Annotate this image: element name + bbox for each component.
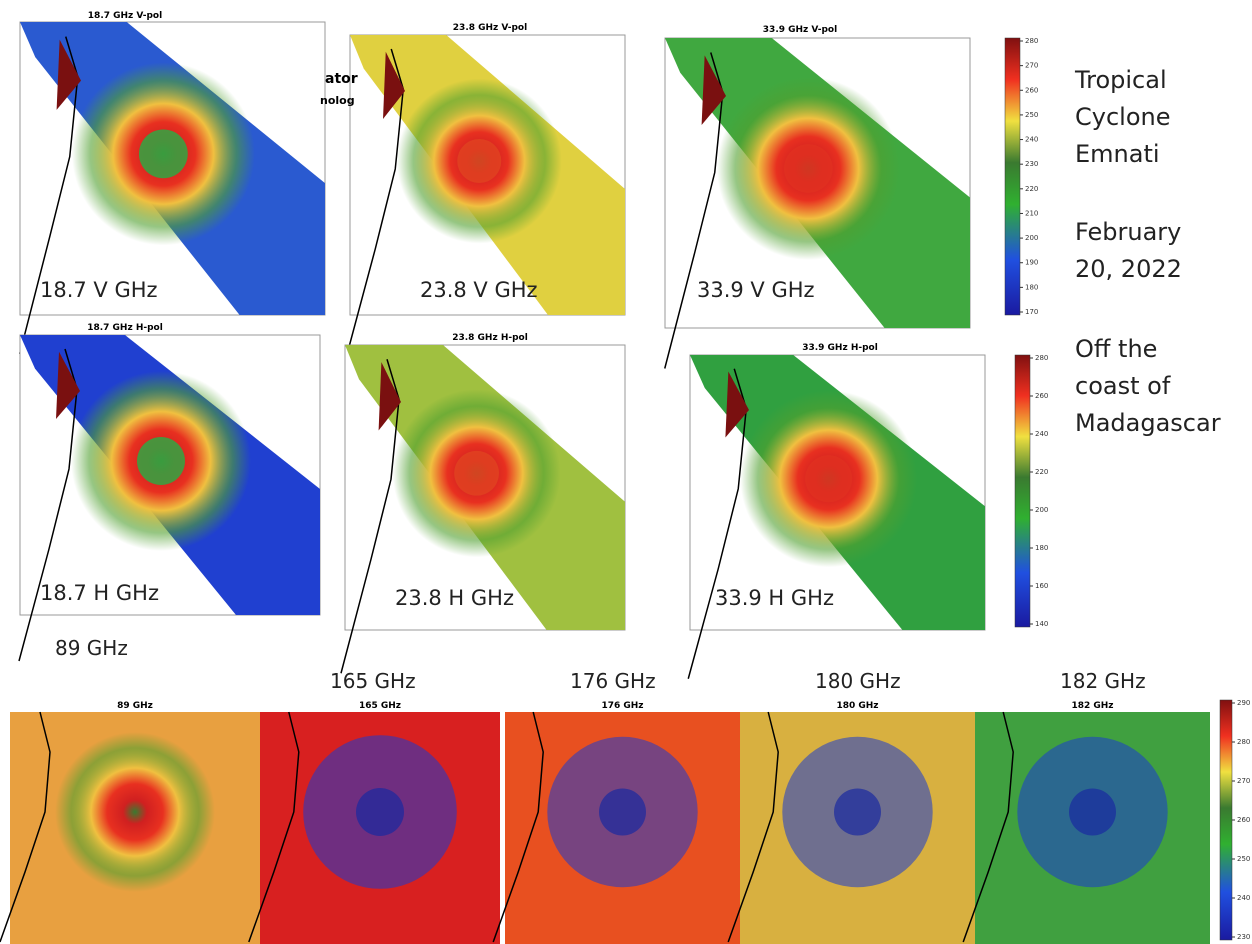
eye bbox=[457, 139, 501, 183]
tick-label: 280 bbox=[1025, 37, 1038, 45]
panel-title: 182 GHz bbox=[1071, 701, 1113, 711]
tick-label: 250 bbox=[1237, 855, 1250, 863]
panel-heading: 176 GHz bbox=[570, 669, 656, 693]
tick-label: 240 bbox=[1237, 894, 1250, 902]
panel-heading: 180 GHz bbox=[815, 669, 901, 693]
tick-label: 200 bbox=[1035, 506, 1048, 514]
eye bbox=[834, 789, 881, 836]
tick-label: 200 bbox=[1025, 234, 1038, 242]
tick-label: 280 bbox=[1237, 738, 1250, 746]
colorbar bbox=[1015, 355, 1030, 627]
tick-label: 260 bbox=[1025, 86, 1038, 94]
panel-title: 33.9 GHz H-pol bbox=[802, 343, 878, 353]
panel-title: 18.7 GHz H-pol bbox=[87, 323, 163, 333]
tick-label: 220 bbox=[1035, 468, 1048, 476]
side-text: Emnati bbox=[1075, 140, 1160, 168]
tick-label: 230 bbox=[1237, 933, 1250, 941]
side-text: 20, 2022 bbox=[1075, 255, 1182, 283]
panel-label: 23.8 V GHz bbox=[420, 278, 538, 302]
eye bbox=[139, 129, 188, 178]
tick-label: 160 bbox=[1035, 582, 1048, 590]
eye bbox=[356, 788, 404, 836]
side-text: Cyclone bbox=[1075, 103, 1170, 131]
tick-label: 260 bbox=[1035, 392, 1048, 400]
fragment: nolog bbox=[320, 94, 355, 107]
tick-label: 270 bbox=[1025, 62, 1038, 70]
panel-title: 23.8 GHz V-pol bbox=[453, 23, 527, 33]
tick-label: 250 bbox=[1025, 111, 1038, 119]
panel-label: 23.8 H GHz bbox=[395, 586, 514, 610]
panel-title: 180 GHz bbox=[836, 701, 878, 711]
tick-label: 190 bbox=[1025, 259, 1038, 267]
panel-heading: 89 GHz bbox=[55, 636, 128, 660]
colorbar bbox=[1220, 700, 1232, 940]
panel-title: 89 GHz bbox=[117, 701, 153, 711]
panel-heading: 182 GHz bbox=[1060, 669, 1146, 693]
tick-label: 240 bbox=[1035, 430, 1048, 438]
tick-label: 230 bbox=[1025, 160, 1038, 168]
eye bbox=[137, 437, 185, 485]
eye bbox=[784, 144, 833, 193]
eye bbox=[454, 451, 499, 496]
tick-label: 240 bbox=[1025, 136, 1038, 144]
side-text: Tropical bbox=[1074, 66, 1167, 94]
figure: 18.7 GHz V-pol 18.7 V GHz 23.8 GHz V-pol 23… bbox=[0, 0, 1252, 944]
panel-title: 176 GHz bbox=[601, 701, 643, 711]
eye bbox=[805, 455, 852, 502]
tick-label: 180 bbox=[1035, 544, 1048, 552]
tick-label: 260 bbox=[1237, 816, 1250, 824]
side-text: coast of bbox=[1075, 372, 1171, 400]
eye bbox=[599, 789, 646, 836]
panel-label: 18.7 V GHz bbox=[40, 278, 158, 302]
panel-title: 18.7 GHz V-pol bbox=[88, 11, 162, 21]
tick-label: 170 bbox=[1025, 308, 1038, 316]
panel-title: 165 GHz bbox=[359, 701, 401, 711]
colorbar bbox=[1005, 38, 1020, 315]
panel-label: 18.7 H GHz bbox=[40, 581, 159, 605]
tick-label: 270 bbox=[1237, 777, 1250, 785]
panel-label: 33.9 H GHz bbox=[715, 586, 834, 610]
tick-label: 180 bbox=[1025, 283, 1038, 291]
fragment: ator bbox=[325, 71, 358, 87]
side-text: Madagascar bbox=[1075, 409, 1221, 437]
panel-title: 33.9 GHz V-pol bbox=[763, 25, 837, 35]
panel-heading: 165 GHz bbox=[330, 669, 416, 693]
tick-label: 210 bbox=[1025, 209, 1038, 217]
tick-label: 290 bbox=[1237, 699, 1250, 707]
tick-label: 280 bbox=[1035, 354, 1048, 362]
tick-label: 140 bbox=[1035, 620, 1048, 628]
tick-label: 220 bbox=[1025, 185, 1038, 193]
side-text: Off the bbox=[1075, 335, 1157, 363]
side-text: February bbox=[1075, 218, 1181, 246]
eye bbox=[1069, 789, 1116, 836]
panel-title: 23.8 GHz H-pol bbox=[452, 333, 528, 343]
panel-label: 33.9 V GHz bbox=[697, 278, 815, 302]
